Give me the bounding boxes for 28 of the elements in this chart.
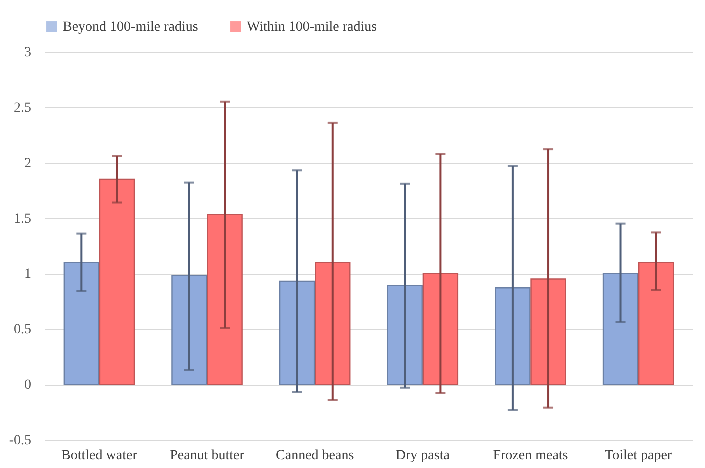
y-tick-label: 1 [24,267,32,282]
y-tick-label: -0.5 [9,434,32,448]
y-tick-label: 3 [24,46,32,60]
x-tick-label: Canned beans [276,448,354,464]
x-tick-label: Dry pasta [396,448,451,464]
x-tick-label: Frozen meats [493,448,568,464]
x-tick-label: Bottled water [62,448,138,464]
y-tick-label: 0.5 [14,322,32,338]
bar [315,262,351,386]
legend-label: Beyond 100-mile radius [63,20,198,35]
bar [638,262,674,386]
y-tick-label: 2 [24,156,32,172]
bar [530,278,566,386]
bar [99,178,136,386]
bar [279,280,316,386]
bar [602,273,639,386]
bar [172,275,208,386]
bar [422,273,459,386]
x-tick-label: Toilet paper [605,448,672,464]
y-tick-label: 1.5 [14,212,32,227]
bar [207,214,243,386]
y-tick-label: 2.5 [14,100,32,116]
x-tick-label: Peanut butter [170,448,245,464]
bar [387,285,423,386]
bar [64,262,100,386]
y-tick-label: 0 [24,378,32,394]
legend-label: Within 100-mile radius [247,20,378,35]
bar [495,288,531,386]
